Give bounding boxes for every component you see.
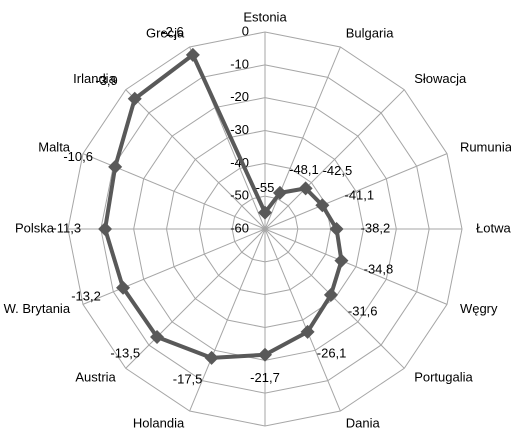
- y-tick-label: -20: [230, 89, 249, 104]
- category-label: Austria: [75, 370, 116, 385]
- value-label: -26,1: [317, 345, 347, 360]
- value-label: -3,9: [95, 73, 117, 88]
- point-marker: [298, 181, 313, 196]
- value-label: -38,2: [361, 220, 391, 235]
- point-marker: [108, 159, 123, 174]
- category-label: Węgry: [460, 301, 498, 316]
- spoke: [264, 228, 341, 412]
- spoke: [125, 89, 266, 230]
- y-tick-label: -50: [230, 188, 249, 203]
- category-label: Polska: [15, 220, 55, 235]
- category-label: Malta: [38, 140, 71, 155]
- category-label: Holandia: [133, 415, 185, 430]
- spoke: [264, 153, 448, 230]
- point-marker: [204, 350, 219, 365]
- value-label: -17,5: [173, 372, 203, 387]
- value-label: -34,8: [364, 261, 394, 276]
- point-marker: [334, 253, 349, 268]
- point-marker: [323, 287, 338, 302]
- category-label: Rumunia: [460, 140, 511, 155]
- point-marker: [300, 324, 315, 339]
- spoke: [264, 89, 405, 230]
- y-tick-label: 0: [242, 23, 249, 38]
- category-label: Słowacja: [414, 71, 467, 86]
- category-label: Dania: [346, 415, 381, 430]
- value-label: -2,6: [161, 24, 183, 39]
- category-label: Irlandia: [73, 71, 116, 86]
- value-label: -13,5: [110, 345, 140, 360]
- spoke: [264, 228, 448, 305]
- value-label: -31,6: [348, 303, 378, 318]
- point-marker: [258, 205, 272, 220]
- category-label: Estonia: [243, 9, 287, 24]
- spoke: [189, 228, 266, 412]
- spoke: [264, 228, 405, 369]
- point-marker: [150, 329, 165, 344]
- y-tick-label: -10: [230, 56, 249, 71]
- value-label: -41,1: [345, 188, 375, 203]
- value-label: -21,7: [250, 370, 280, 385]
- point-marker: [127, 91, 142, 106]
- category-label: Bulgaria: [346, 25, 394, 40]
- value-label: -48,1: [289, 162, 319, 177]
- value-label: -42,5: [323, 163, 353, 178]
- category-label: W. Brytania: [4, 301, 71, 316]
- spoke: [125, 228, 266, 369]
- y-tick-label: -30: [230, 122, 249, 137]
- point-marker: [98, 222, 113, 236]
- point-marker: [258, 347, 272, 362]
- point-marker: [116, 280, 131, 295]
- value-label: -11,3: [52, 220, 81, 235]
- category-label: Grecja: [146, 25, 185, 40]
- point-marker: [272, 185, 287, 200]
- series-line: [103, 52, 344, 360]
- category-label: Portugalia: [414, 370, 473, 385]
- spoke: [82, 228, 266, 305]
- category-label: Łotwa: [476, 220, 511, 235]
- y-tick-label: -60: [230, 220, 249, 235]
- value-label: -13,2: [71, 288, 101, 303]
- point-marker: [329, 222, 344, 236]
- point-marker: [315, 198, 330, 213]
- value-label: -10,6: [63, 149, 93, 164]
- value-label: -55: [256, 180, 275, 195]
- point-marker: [185, 47, 200, 62]
- spoke: [264, 46, 341, 230]
